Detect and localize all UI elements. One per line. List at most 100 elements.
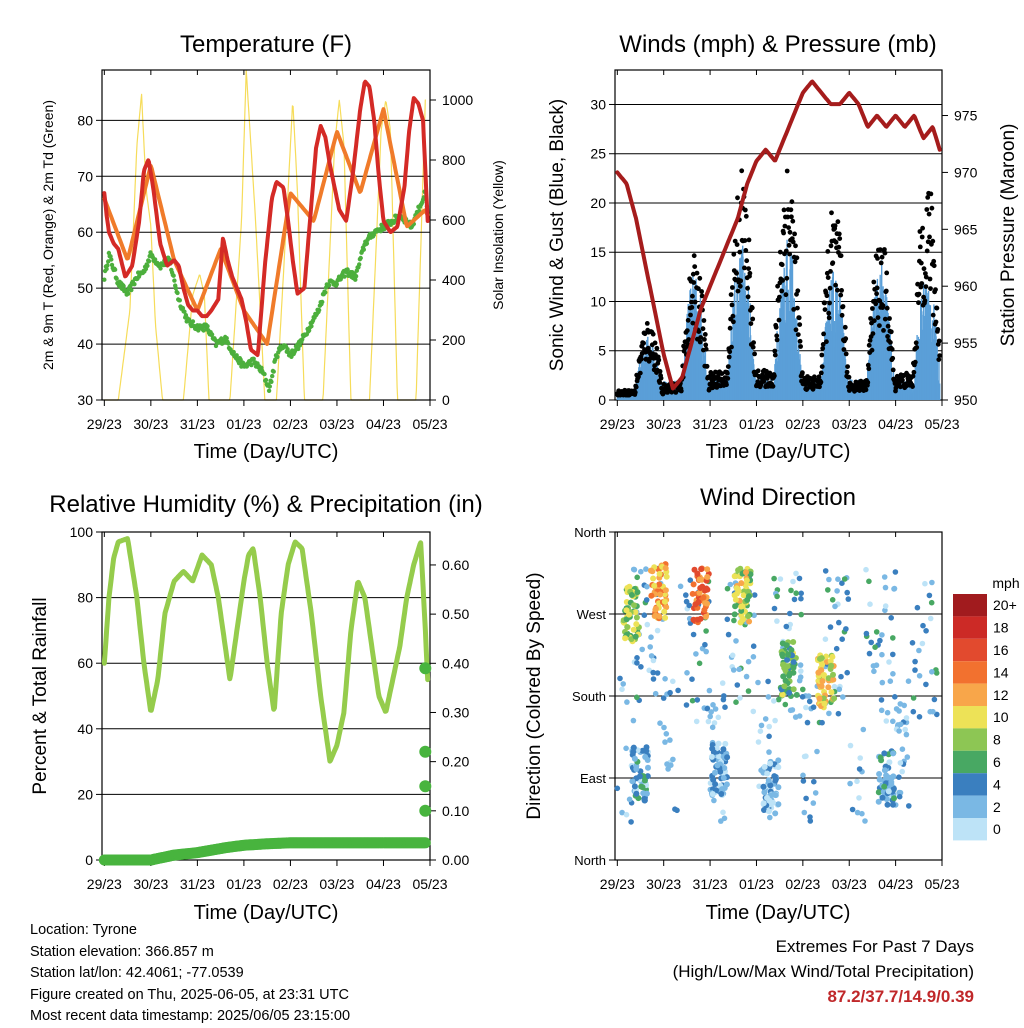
gust-point bbox=[840, 304, 846, 309]
gust-point bbox=[867, 338, 873, 343]
gust-point bbox=[836, 244, 842, 250]
plot-frame bbox=[101, 531, 431, 861]
x-tick-label: 05/23 bbox=[412, 876, 447, 892]
gust-point bbox=[921, 294, 926, 300]
colorbar-label: 18 bbox=[993, 620, 1009, 636]
direction-point bbox=[771, 575, 777, 582]
direction-point bbox=[772, 810, 779, 817]
direction-point bbox=[662, 614, 669, 621]
gust-point bbox=[789, 214, 794, 220]
y-tick-label: North bbox=[574, 525, 606, 540]
x-tick-label: 01/23 bbox=[226, 876, 261, 892]
direction-point bbox=[890, 801, 896, 808]
direction-point bbox=[818, 655, 825, 662]
gust-point bbox=[683, 345, 688, 351]
direction-title: Wind Direction bbox=[700, 484, 856, 511]
direction-point bbox=[644, 621, 651, 628]
direction-point bbox=[897, 760, 904, 766]
x-tick-label: 31/23 bbox=[180, 416, 215, 432]
direction-point bbox=[624, 699, 630, 705]
gust-point bbox=[820, 346, 826, 351]
gust-point bbox=[885, 334, 890, 339]
dewpoint-point bbox=[270, 373, 275, 379]
direction-point bbox=[807, 818, 814, 824]
direction-point bbox=[694, 570, 701, 577]
direction-point bbox=[731, 573, 738, 580]
direction-point bbox=[838, 673, 844, 680]
gust-point bbox=[825, 249, 831, 254]
gust-point bbox=[925, 195, 931, 200]
y2-tick-label: 0.60 bbox=[442, 557, 469, 573]
gust-point bbox=[735, 288, 741, 294]
gust-point bbox=[703, 346, 709, 352]
gust-point bbox=[744, 258, 750, 264]
gust-point bbox=[742, 207, 748, 213]
direction-point bbox=[643, 566, 649, 572]
direction-point bbox=[758, 722, 765, 729]
plot-frame bbox=[101, 69, 431, 401]
gust-point bbox=[792, 259, 798, 265]
direction-point bbox=[790, 659, 797, 666]
direction-point bbox=[779, 651, 786, 658]
direction-point bbox=[903, 715, 910, 721]
gust-point bbox=[916, 300, 921, 306]
gust-point bbox=[888, 329, 894, 335]
direction-point bbox=[771, 698, 777, 704]
gust-point bbox=[730, 313, 736, 319]
x-tick-label: 04/23 bbox=[878, 416, 913, 432]
direction-point bbox=[825, 684, 832, 691]
direction-point bbox=[731, 592, 738, 599]
direction-point bbox=[849, 806, 856, 813]
direction-point bbox=[636, 773, 643, 780]
gust-point bbox=[746, 266, 751, 271]
direction-point bbox=[870, 663, 877, 669]
winds-xlabel: Time (Day/UTC) bbox=[706, 441, 851, 463]
y2-tick-label: 600 bbox=[442, 212, 466, 228]
direction-point bbox=[876, 771, 883, 777]
colorbar-label: 14 bbox=[993, 664, 1009, 680]
gust-point bbox=[936, 357, 942, 362]
direction-point bbox=[714, 762, 721, 769]
gust-point bbox=[797, 322, 803, 327]
dewpoint-point bbox=[249, 362, 254, 368]
direction-point bbox=[890, 718, 896, 725]
y-tick-label: 50 bbox=[77, 280, 93, 296]
direction-point bbox=[770, 791, 777, 798]
gust-point bbox=[787, 229, 793, 235]
gust-point bbox=[833, 239, 839, 245]
gust-point bbox=[882, 247, 887, 252]
gust-point bbox=[884, 305, 890, 311]
direction-point bbox=[862, 818, 868, 824]
direction-point bbox=[800, 772, 806, 779]
gust-point bbox=[845, 364, 850, 369]
colorbar-label: 0 bbox=[993, 821, 1001, 837]
direction-point bbox=[827, 624, 834, 630]
gust-point bbox=[658, 375, 664, 381]
direction-point bbox=[914, 604, 921, 611]
solar-insolation-line bbox=[103, 69, 426, 401]
gust-point bbox=[742, 238, 748, 243]
direction-point bbox=[715, 740, 722, 747]
direction-point bbox=[725, 631, 732, 638]
direction-point bbox=[736, 666, 742, 673]
x-tick-label: 03/23 bbox=[832, 876, 867, 892]
colorbar-label: 6 bbox=[993, 754, 1001, 770]
gust-point bbox=[691, 280, 697, 285]
gust-point bbox=[885, 323, 891, 329]
gust-point bbox=[875, 256, 880, 261]
dewpoint-point bbox=[262, 371, 267, 377]
gust-point bbox=[833, 282, 838, 288]
direction-point bbox=[816, 695, 823, 702]
gust-point bbox=[784, 168, 790, 174]
x-tick-label: 04/23 bbox=[878, 876, 913, 892]
direction-point bbox=[704, 586, 711, 593]
y2-tick-label: 200 bbox=[442, 332, 466, 348]
direction-point bbox=[743, 569, 749, 576]
gust-point bbox=[786, 242, 792, 248]
direction-point bbox=[650, 676, 657, 682]
gust-point bbox=[878, 260, 884, 266]
direction-point bbox=[661, 608, 668, 615]
gust-point bbox=[842, 324, 848, 330]
gust-point bbox=[745, 285, 750, 291]
